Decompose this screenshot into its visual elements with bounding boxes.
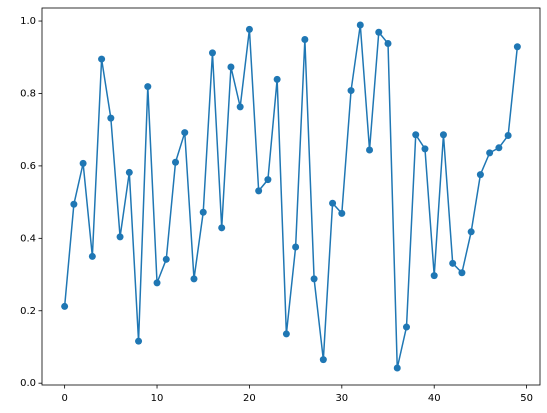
marker [449, 259, 457, 267]
marker [430, 272, 438, 280]
y-tick-label: 0.2 [20, 306, 36, 317]
marker [402, 323, 410, 331]
y-tick-label: 0.4 [20, 233, 36, 244]
marker [208, 49, 216, 57]
y-tick-label: 0.8 [20, 88, 36, 99]
x-tick-label: 10 [151, 393, 164, 404]
marker [366, 146, 374, 154]
marker [375, 28, 383, 36]
marker [421, 145, 429, 153]
marker [98, 55, 106, 63]
x-tick-label: 30 [335, 393, 348, 404]
marker [199, 208, 207, 216]
marker [301, 36, 309, 44]
y-tick-label: 1.0 [20, 16, 36, 27]
marker [356, 21, 364, 29]
marker [504, 131, 512, 139]
marker [513, 43, 521, 51]
marker [467, 228, 475, 236]
marker [292, 243, 300, 251]
marker [181, 129, 189, 137]
marker [162, 255, 170, 263]
marker [172, 158, 180, 166]
marker [347, 87, 355, 95]
marker [245, 25, 253, 33]
marker [319, 356, 327, 364]
marker [439, 131, 447, 139]
marker [70, 200, 78, 208]
x-tick-label: 0 [61, 393, 67, 404]
marker [61, 302, 69, 310]
plot-frame [41, 7, 541, 386]
marker [486, 149, 494, 157]
marker [79, 159, 87, 167]
y-tick-label: 0.0 [20, 378, 36, 389]
marker [412, 131, 420, 139]
marker [153, 279, 161, 287]
x-tick-label: 20 [243, 393, 256, 404]
marker [116, 233, 124, 241]
marker [190, 275, 198, 283]
marker [125, 168, 133, 176]
marker [282, 330, 290, 338]
marker [88, 252, 96, 260]
marker [264, 176, 272, 184]
marker [236, 103, 244, 111]
marker [255, 187, 263, 195]
marker [329, 199, 337, 207]
marker [144, 83, 152, 91]
marker [458, 269, 466, 277]
marker [495, 144, 503, 152]
marker [476, 171, 484, 179]
line [63, 24, 519, 369]
marker [310, 275, 318, 283]
marker [338, 209, 346, 217]
y-tick-label: 0.6 [20, 161, 36, 172]
marker [218, 224, 226, 232]
marker [135, 337, 143, 345]
marker [384, 39, 392, 47]
marker [273, 75, 281, 83]
marker [107, 114, 115, 122]
marker [393, 364, 401, 372]
x-tick-label: 50 [520, 393, 533, 404]
marker [227, 63, 235, 71]
x-tick-label: 40 [428, 393, 441, 404]
